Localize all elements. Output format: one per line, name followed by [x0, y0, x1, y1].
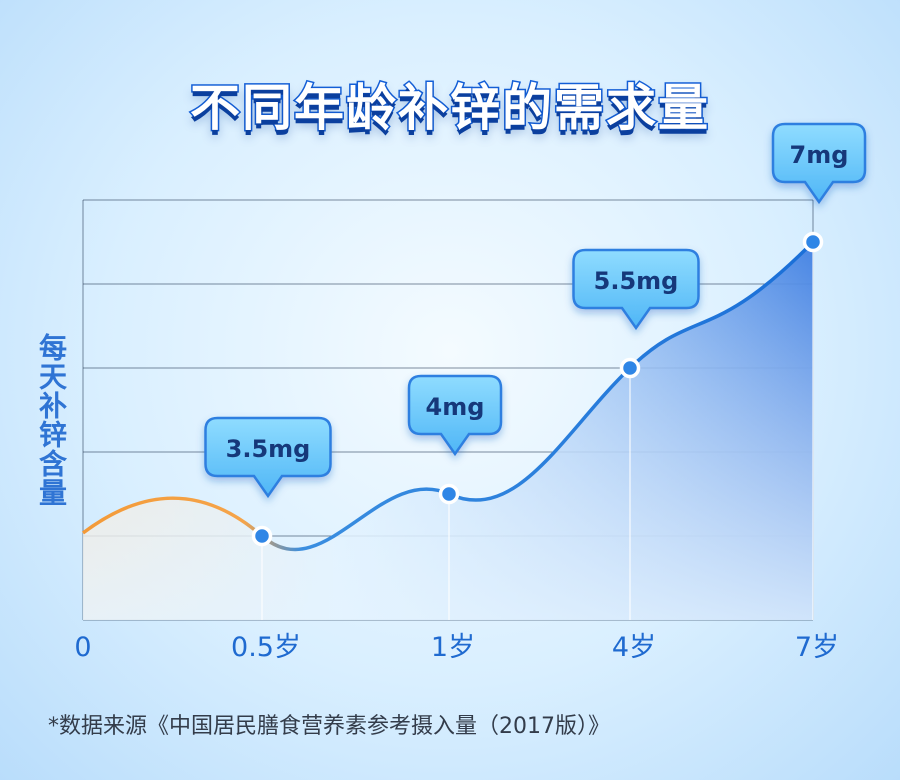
data-point [438, 483, 460, 505]
data-points [251, 231, 824, 547]
source-note: *数据来源《中国居民膳食营养素参考摄入量（2017版）》 [48, 714, 610, 739]
callout: 5.5mg [572, 248, 700, 331]
callout: 7mg [771, 122, 867, 205]
data-point [251, 525, 273, 547]
data-point [802, 231, 824, 253]
x-axis-ticks: 0 0.5岁 1岁 4岁 7岁 [74, 632, 839, 663]
callout-label: 3.5mg [226, 435, 311, 463]
data-point [619, 357, 641, 379]
data-callouts: 3.5mg 4mg 5.5mg 7mg [204, 122, 867, 499]
x-tick-label: 4岁 [612, 632, 656, 663]
callout: 3.5mg [204, 416, 332, 499]
chart-title: 不同年龄补锌的需求量 [189, 78, 710, 139]
x-tick-label: 7岁 [795, 632, 839, 663]
callout-label: 7mg [790, 141, 849, 169]
callout-bubble [572, 248, 700, 331]
callout-bubble [204, 416, 332, 499]
callout-bubble [407, 374, 503, 457]
callout: 4mg [407, 374, 503, 457]
y-axis-label: 每天补锌含量 [35, 333, 68, 507]
callout-bubble [771, 122, 867, 205]
x-tick-label: 1岁 [431, 632, 475, 663]
x-tick-label: 0.5岁 [231, 632, 301, 663]
x-tick-label: 0 [74, 632, 91, 663]
callout-label: 4mg [426, 393, 485, 421]
vertical-guides [261, 242, 814, 620]
callout-label: 5.5mg [594, 267, 679, 295]
